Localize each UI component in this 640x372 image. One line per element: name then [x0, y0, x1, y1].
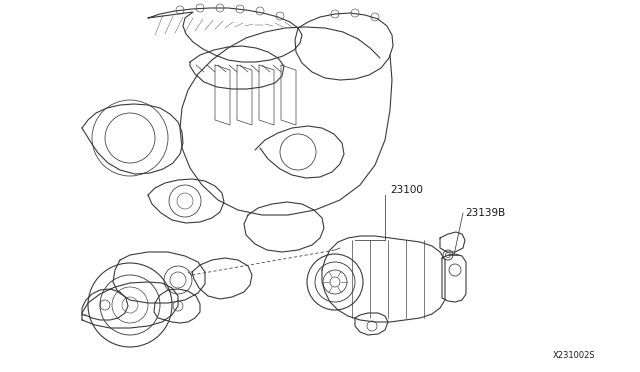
Text: 23139B: 23139B	[465, 208, 505, 218]
Text: 23100: 23100	[390, 185, 423, 195]
Text: X231002S: X231002S	[552, 351, 595, 360]
